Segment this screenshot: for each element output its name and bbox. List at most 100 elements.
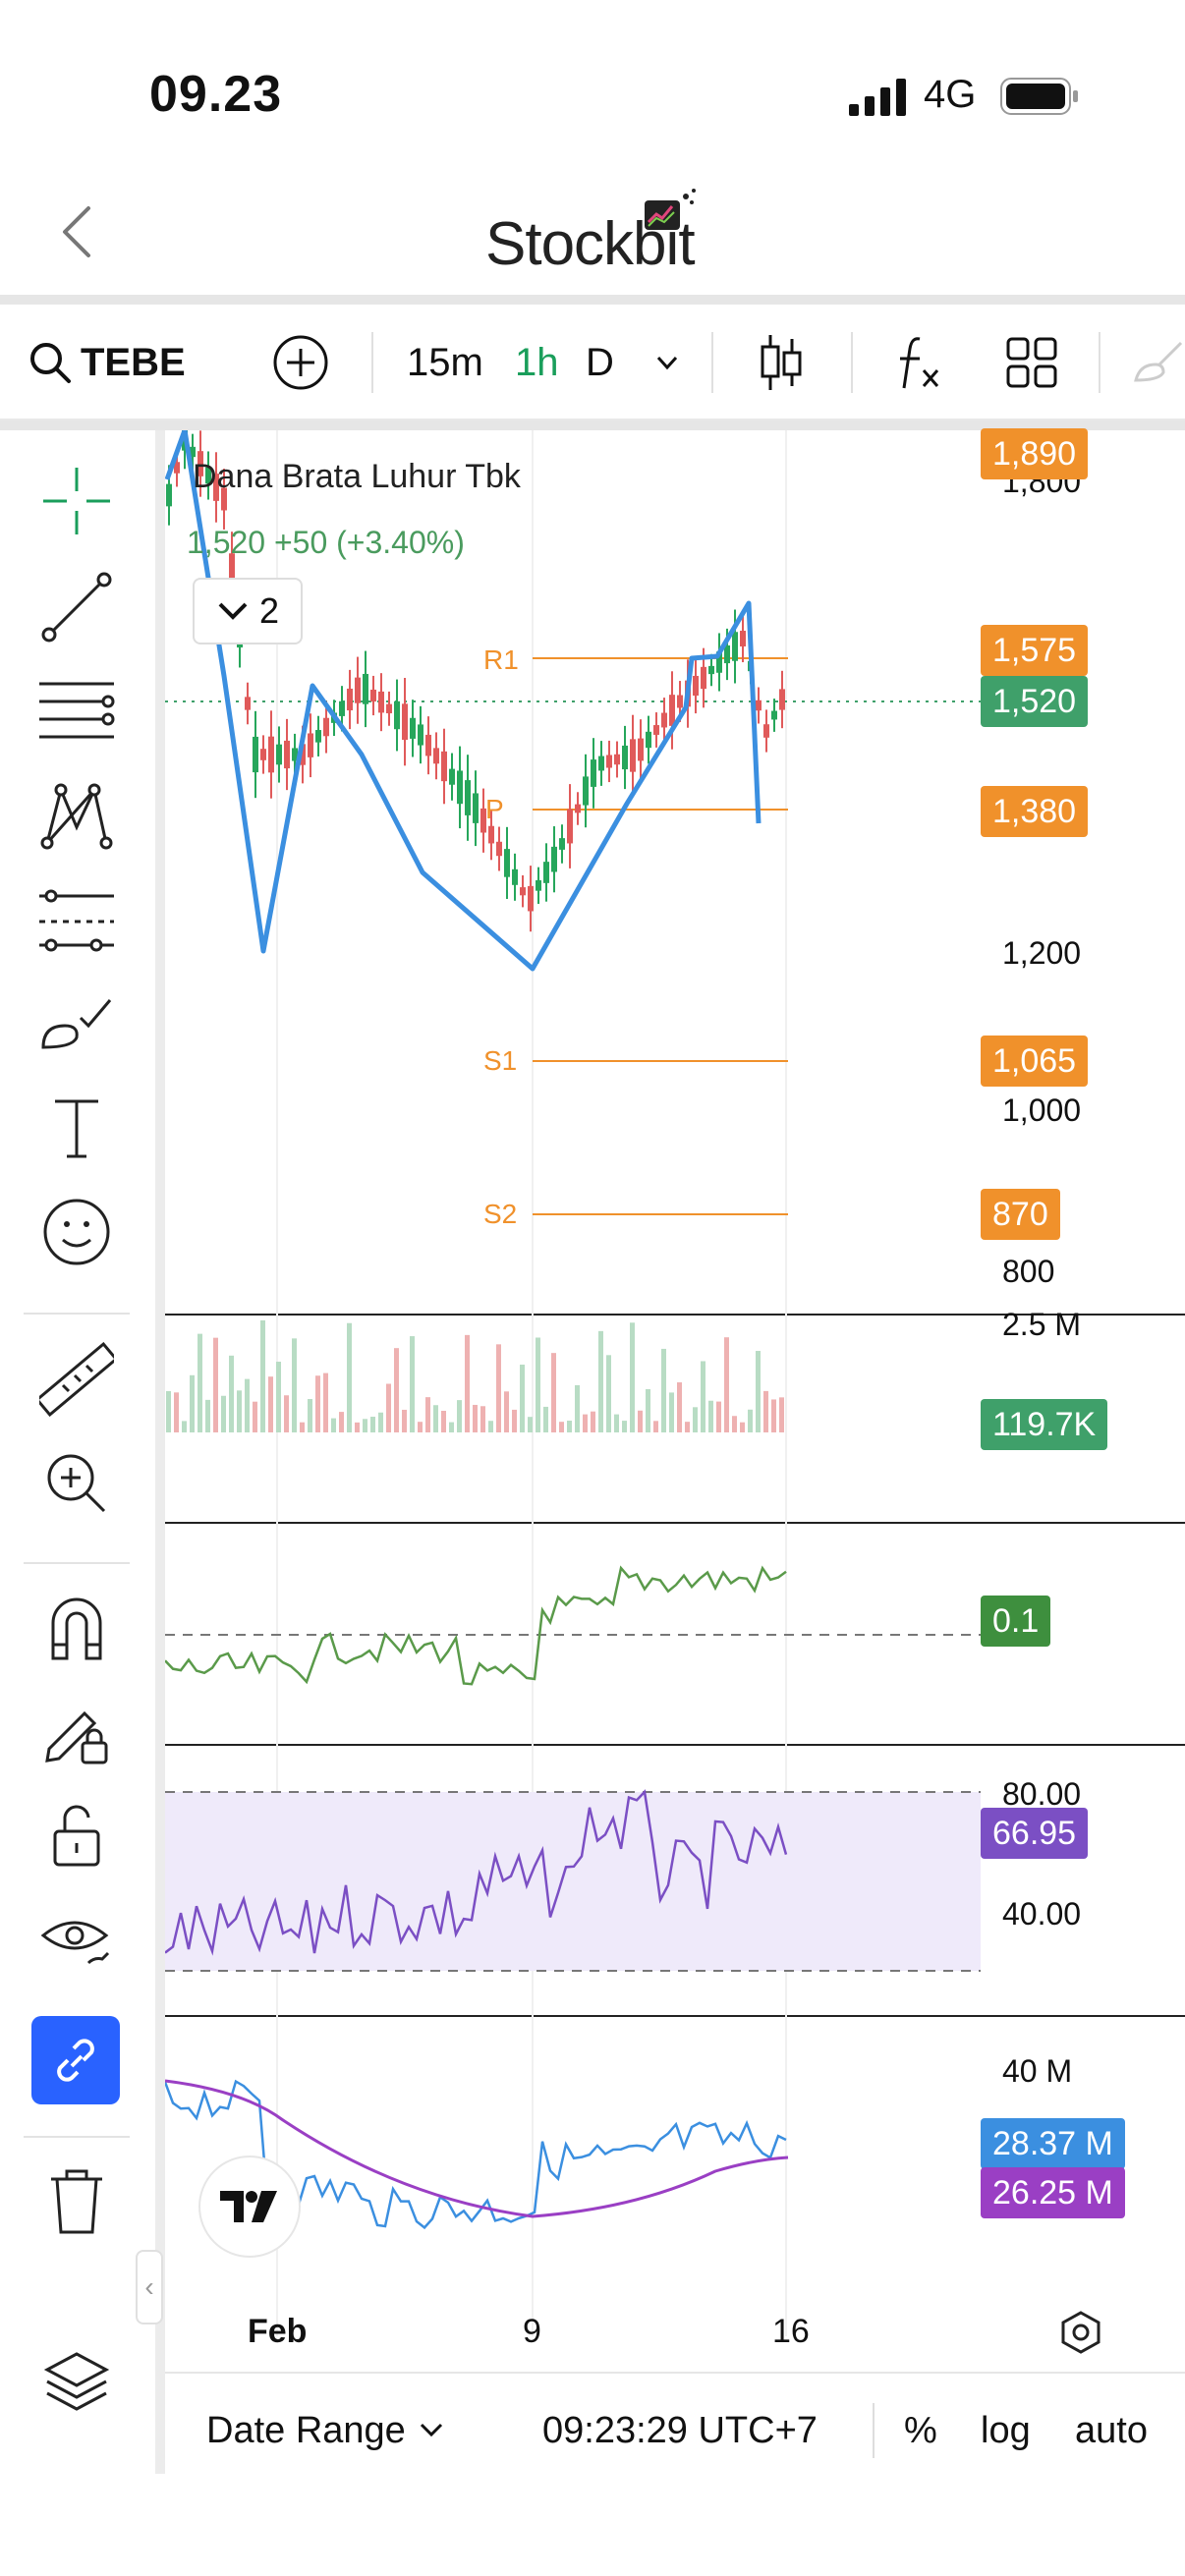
candle-body [638,738,644,761]
crosshair-tool[interactable] [37,462,116,540]
chart-canvas[interactable] [165,430,1185,2376]
log-toggle[interactable]: log [981,2409,1031,2451]
obv-ma-line [165,2079,789,2218]
candle-body [370,689,376,702]
compare-add-button[interactable] [271,305,330,420]
date-range-label: Date Range [206,2409,406,2451]
date-range-button[interactable]: Date Range [206,2374,445,2488]
volume-bar [771,1399,776,1432]
volume-bar [323,1372,328,1432]
time-axis[interactable]: Feb 9 16 [165,2299,1185,2372]
candle-body [575,804,581,813]
text-icon [55,1099,98,1158]
timeframe-1h[interactable]: 1h [515,340,559,384]
visibility-tool[interactable] [37,1900,116,1979]
candle-body [622,745,628,770]
volume-bar [198,1333,202,1432]
volume-bar [693,1407,698,1432]
ruler-icon [39,1342,114,1417]
drawing-toolbar-toggle[interactable] [1130,305,1185,420]
text-tool[interactable] [37,1089,116,1167]
indicators-button[interactable] [894,305,943,420]
price-axis-label: 1,000 [1002,1092,1082,1128]
volume-bar [536,1337,540,1432]
candle-body [504,849,510,877]
zoom-in-tool[interactable] [37,1444,116,1523]
rsi-line [165,1789,788,1956]
back-chevron-icon[interactable] [57,202,96,261]
pattern-tool[interactable] [37,776,116,855]
object-tree-tool[interactable] [37,2342,116,2421]
chart-area[interactable] [165,430,1185,2376]
candle-body [520,887,526,896]
fib-tool[interactable] [37,672,116,751]
candle-body [433,748,439,764]
volume-bar [308,1399,312,1432]
delete-tool[interactable] [37,2161,116,2240]
candle-body [512,868,518,885]
candle-body [551,846,557,872]
volume-bar [331,1418,336,1432]
candle-body [756,700,762,711]
clock-label[interactable]: 09:23:29 UTC+7 [542,2409,818,2451]
volume-bar [669,1392,674,1432]
volume-bar [653,1421,658,1432]
settings-icon[interactable] [1057,2309,1104,2356]
auto-toggle[interactable]: auto [1075,2409,1148,2451]
prediction-tool[interactable] [37,880,116,959]
link-tool[interactable] [31,2016,120,2104]
lock-drawing-tool[interactable] [37,1692,116,1770]
candle-body [386,703,392,714]
candle-body [465,780,471,815]
volume-bar [488,1421,493,1432]
search-icon [30,343,71,383]
volume-bar [402,1409,407,1432]
layout-button[interactable] [1004,305,1059,420]
trend-line-icon [41,572,112,643]
zigzag-line [165,430,762,972]
candle-body [221,487,227,511]
price-tag-s2: 870 [981,1189,1060,1240]
unlock-tool[interactable] [37,1796,116,1875]
candle-body [410,717,416,739]
volume-bar [166,1390,171,1432]
volume-bar [276,1362,281,1432]
symbol-search[interactable]: TEBE [28,305,186,420]
candle-body [253,736,258,773]
measure-tool[interactable] [37,1340,116,1419]
chart-type-button[interactable] [757,305,806,420]
chart-toolbar: TEBE 15m 1h D [0,305,1185,420]
candle-body [591,759,596,787]
status-bar: 09.23 4G [0,0,1185,177]
candle-body [315,730,321,743]
volume-bar [732,1416,737,1432]
pivot-label-p: P [485,794,504,824]
price-axis-label: 1,200 [1002,935,1082,971]
chevron-down-icon [656,356,678,370]
collapse-toolbar-handle[interactable]: ‹ [136,2250,163,2324]
price-tag-r1: 1,575 [981,625,1089,676]
timeframe-d[interactable]: D [586,340,614,384]
timeframe-dropdown[interactable] [652,305,682,420]
indicators-collapse-button[interactable]: 2 [193,578,303,644]
pivot-label-s2: S2 [483,1199,518,1229]
volume-bar [701,1361,705,1432]
emoji-tool[interactable] [37,1193,116,1271]
tradingview-logo[interactable] [198,2156,301,2258]
brush-tool[interactable] [37,984,116,1063]
chevron-down-icon [420,2423,442,2437]
timeframe-15m[interactable]: 15m [407,340,483,384]
x-axis-label: 16 [772,2313,810,2350]
volume-bar [708,1400,713,1432]
volume-bar [473,1404,478,1432]
fib-icon [39,682,115,739]
trend-line-tool[interactable] [37,568,116,646]
candle-body [708,665,714,675]
volume-bar [315,1375,320,1432]
volume-bar [496,1344,501,1432]
rsi-axis-label: 80.00 [1002,1776,1082,1812]
magnet-tool[interactable] [37,1588,116,1666]
percent-toggle[interactable]: % [904,2409,937,2451]
price-tag-last: 1,520 [981,676,1089,727]
volume-bar [661,1348,666,1432]
